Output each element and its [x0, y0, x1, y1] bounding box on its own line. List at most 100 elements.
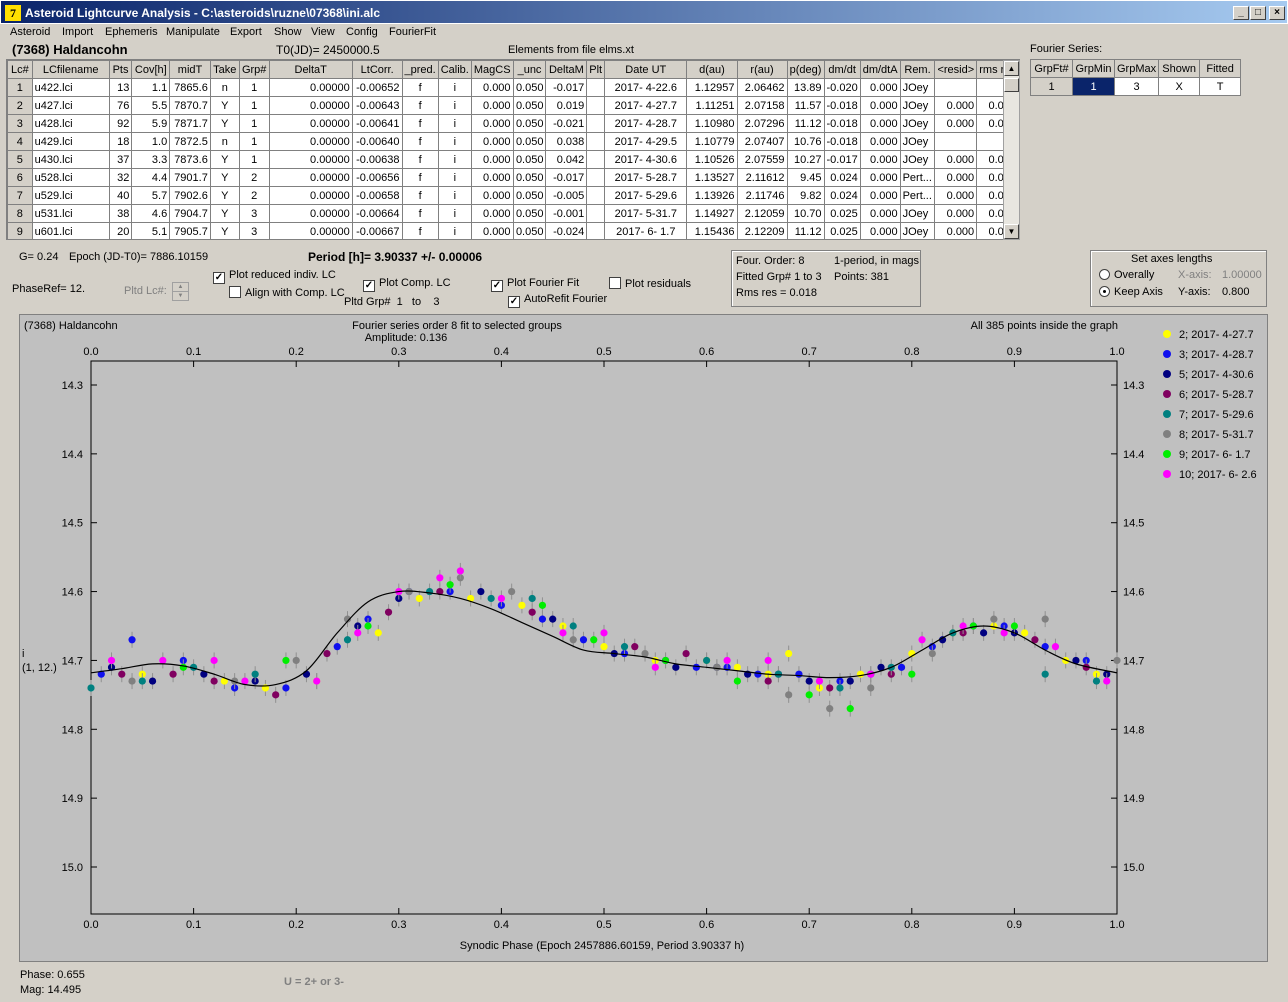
table-cell[interactable]: [586, 222, 606, 239]
table-cell[interactable]: 0.000: [859, 222, 901, 239]
table-cell[interactable]: 1.14927: [686, 204, 738, 223]
table-cell[interactable]: [586, 204, 606, 223]
lc-col-header[interactable]: r(au): [736, 60, 788, 79]
table-cell[interactable]: 0.025: [823, 222, 861, 239]
table-cell[interactable]: -0.00658: [351, 186, 403, 205]
table-cell[interactable]: Y: [209, 168, 240, 187]
table-cell[interactable]: 3: [238, 204, 270, 223]
table-cell[interactable]: u601.lci: [31, 222, 110, 239]
table-cell[interactable]: 10.27: [786, 150, 825, 169]
table-cell[interactable]: 3: [7, 114, 33, 133]
table-cell[interactable]: f: [401, 168, 439, 187]
table-cell[interactable]: u528.lci: [31, 168, 110, 187]
table-cell[interactable]: 7873.6: [169, 150, 211, 169]
table-cell[interactable]: 4.4: [131, 168, 171, 187]
table-cell[interactable]: i: [437, 168, 472, 187]
lc-col-header[interactable]: Cov[h]: [131, 60, 171, 79]
table-cell[interactable]: -0.00652: [351, 78, 403, 97]
table-cell[interactable]: 0.000: [934, 96, 978, 115]
table-cell[interactable]: 1.13527: [686, 168, 738, 187]
table-cell[interactable]: [934, 132, 978, 151]
table-cell[interactable]: 0.000: [859, 150, 901, 169]
table-cell[interactable]: i: [437, 114, 472, 133]
table-cell[interactable]: f: [401, 186, 439, 205]
table-cell[interactable]: -0.00643: [351, 96, 403, 115]
minimize-button[interactable]: _: [1233, 6, 1249, 20]
table-cell[interactable]: u529.lci: [31, 186, 110, 205]
table-cell[interactable]: 13.89: [786, 78, 825, 97]
lightcurve-plot-panel[interactable]: (7368) Haldancohn Fourier series order 8…: [19, 314, 1268, 962]
table-cell[interactable]: 1: [7, 78, 33, 97]
table-cell[interactable]: 2017- 6- 1.7: [604, 222, 688, 239]
table-cell[interactable]: 3.3: [131, 150, 171, 169]
table-cell[interactable]: 7904.7: [169, 204, 211, 223]
table-cell[interactable]: 2017- 4-28.7: [604, 114, 688, 133]
table-row[interactable]: 1 u422.lci 13 1.1 7865.6 n 1 0.00000 -0.00652 f i 0…: [7, 78, 1019, 97]
scroll-down-button[interactable]: ▼: [1004, 224, 1019, 239]
table-row[interactable]: 7 u529.lci 40 5.7 7902.6 Y 2 0.00000 -0.00658 f i 0…: [7, 186, 1019, 205]
table-cell[interactable]: 7902.6: [169, 186, 211, 205]
table-cell[interactable]: f: [401, 204, 439, 223]
table-cell[interactable]: 0.000: [470, 204, 514, 223]
table-cell[interactable]: 2: [238, 168, 270, 187]
lc-col-header[interactable]: Date UT: [604, 60, 688, 79]
table-cell[interactable]: 1.10526: [686, 150, 738, 169]
fs-grpft-cell[interactable]: 1: [1030, 77, 1073, 96]
table-cell[interactable]: 0.050: [512, 222, 547, 239]
table-cell[interactable]: i: [437, 78, 472, 97]
table-cell[interactable]: -0.00664: [351, 204, 403, 223]
table-row[interactable]: 4 u429.lci 18 1.0 7872.5 n 1 0.00000 -0.00640 f i 0…: [7, 132, 1019, 151]
table-cell[interactable]: 0.00000: [268, 204, 353, 223]
table-cell[interactable]: 2017- 4-22.6: [604, 78, 688, 97]
table-cell[interactable]: 9: [7, 222, 33, 239]
table-cell[interactable]: -0.017: [823, 150, 861, 169]
table-cell[interactable]: -0.00641: [351, 114, 403, 133]
table-cell[interactable]: 5.1: [131, 222, 171, 239]
table-cell[interactable]: 1: [238, 132, 270, 151]
table-cell[interactable]: i: [437, 186, 472, 205]
plot-reduced-checkbox[interactable]: ✓ Plot reduced indiv. LC: [213, 269, 336, 284]
menu-export[interactable]: Export: [230, 26, 262, 38]
table-cell[interactable]: -0.021: [545, 114, 588, 133]
table-cell[interactable]: 11.12: [786, 222, 825, 239]
lc-col-header[interactable]: DeltaM: [545, 60, 588, 79]
table-cell[interactable]: 76: [108, 96, 133, 115]
table-cell[interactable]: 8: [7, 204, 33, 223]
table-cell[interactable]: 0.000: [859, 114, 901, 133]
table-cell[interactable]: 0.000: [470, 168, 514, 187]
menu-view[interactable]: View: [311, 26, 335, 38]
lc-col-header[interactable]: Calib.: [437, 60, 472, 79]
fs-shown-cell[interactable]: X: [1158, 77, 1201, 96]
table-cell[interactable]: 0.000: [470, 132, 514, 151]
table-cell[interactable]: 1.10779: [686, 132, 738, 151]
lc-col-header[interactable]: MagCS: [470, 60, 514, 79]
x-axis-value[interactable]: 1.00000: [1222, 269, 1262, 281]
table-cell[interactable]: Y: [209, 96, 240, 115]
lc-col-header[interactable]: <resid>: [934, 60, 978, 79]
table-cell[interactable]: 0.000: [859, 132, 901, 151]
table-cell[interactable]: 20: [108, 222, 133, 239]
lc-col-header[interactable]: DeltaT: [268, 60, 353, 79]
table-cell[interactable]: Y: [209, 222, 240, 239]
table-cell[interactable]: Y: [209, 150, 240, 169]
table-cell[interactable]: 2: [238, 186, 270, 205]
table-cell[interactable]: 0.000: [470, 186, 514, 205]
table-cell[interactable]: 5.5: [131, 96, 171, 115]
menu-manipulate[interactable]: Manipulate: [166, 26, 220, 38]
lc-col-header[interactable]: LCfilename: [31, 60, 110, 79]
menu-asteroid[interactable]: Asteroid: [10, 26, 51, 38]
maximize-button[interactable]: □: [1250, 6, 1266, 20]
menu-ephemeris[interactable]: Ephemeris: [105, 26, 158, 38]
table-cell[interactable]: 0.000: [859, 96, 901, 115]
pltd-lc-spinner[interactable]: ▲ ▼: [172, 282, 189, 301]
table-cell[interactable]: 38: [108, 204, 133, 223]
table-cell[interactable]: i: [437, 204, 472, 223]
table-cell[interactable]: 4: [7, 132, 33, 151]
table-cell[interactable]: i: [437, 222, 472, 239]
table-cell[interactable]: [586, 186, 606, 205]
table-cell[interactable]: 2.07296: [736, 114, 788, 133]
table-cell[interactable]: -0.017: [545, 78, 588, 97]
table-cell[interactable]: 0.050: [512, 96, 547, 115]
table-cell[interactable]: 0.00000: [268, 222, 353, 239]
lc-col-header[interactable]: _unc: [512, 60, 547, 79]
